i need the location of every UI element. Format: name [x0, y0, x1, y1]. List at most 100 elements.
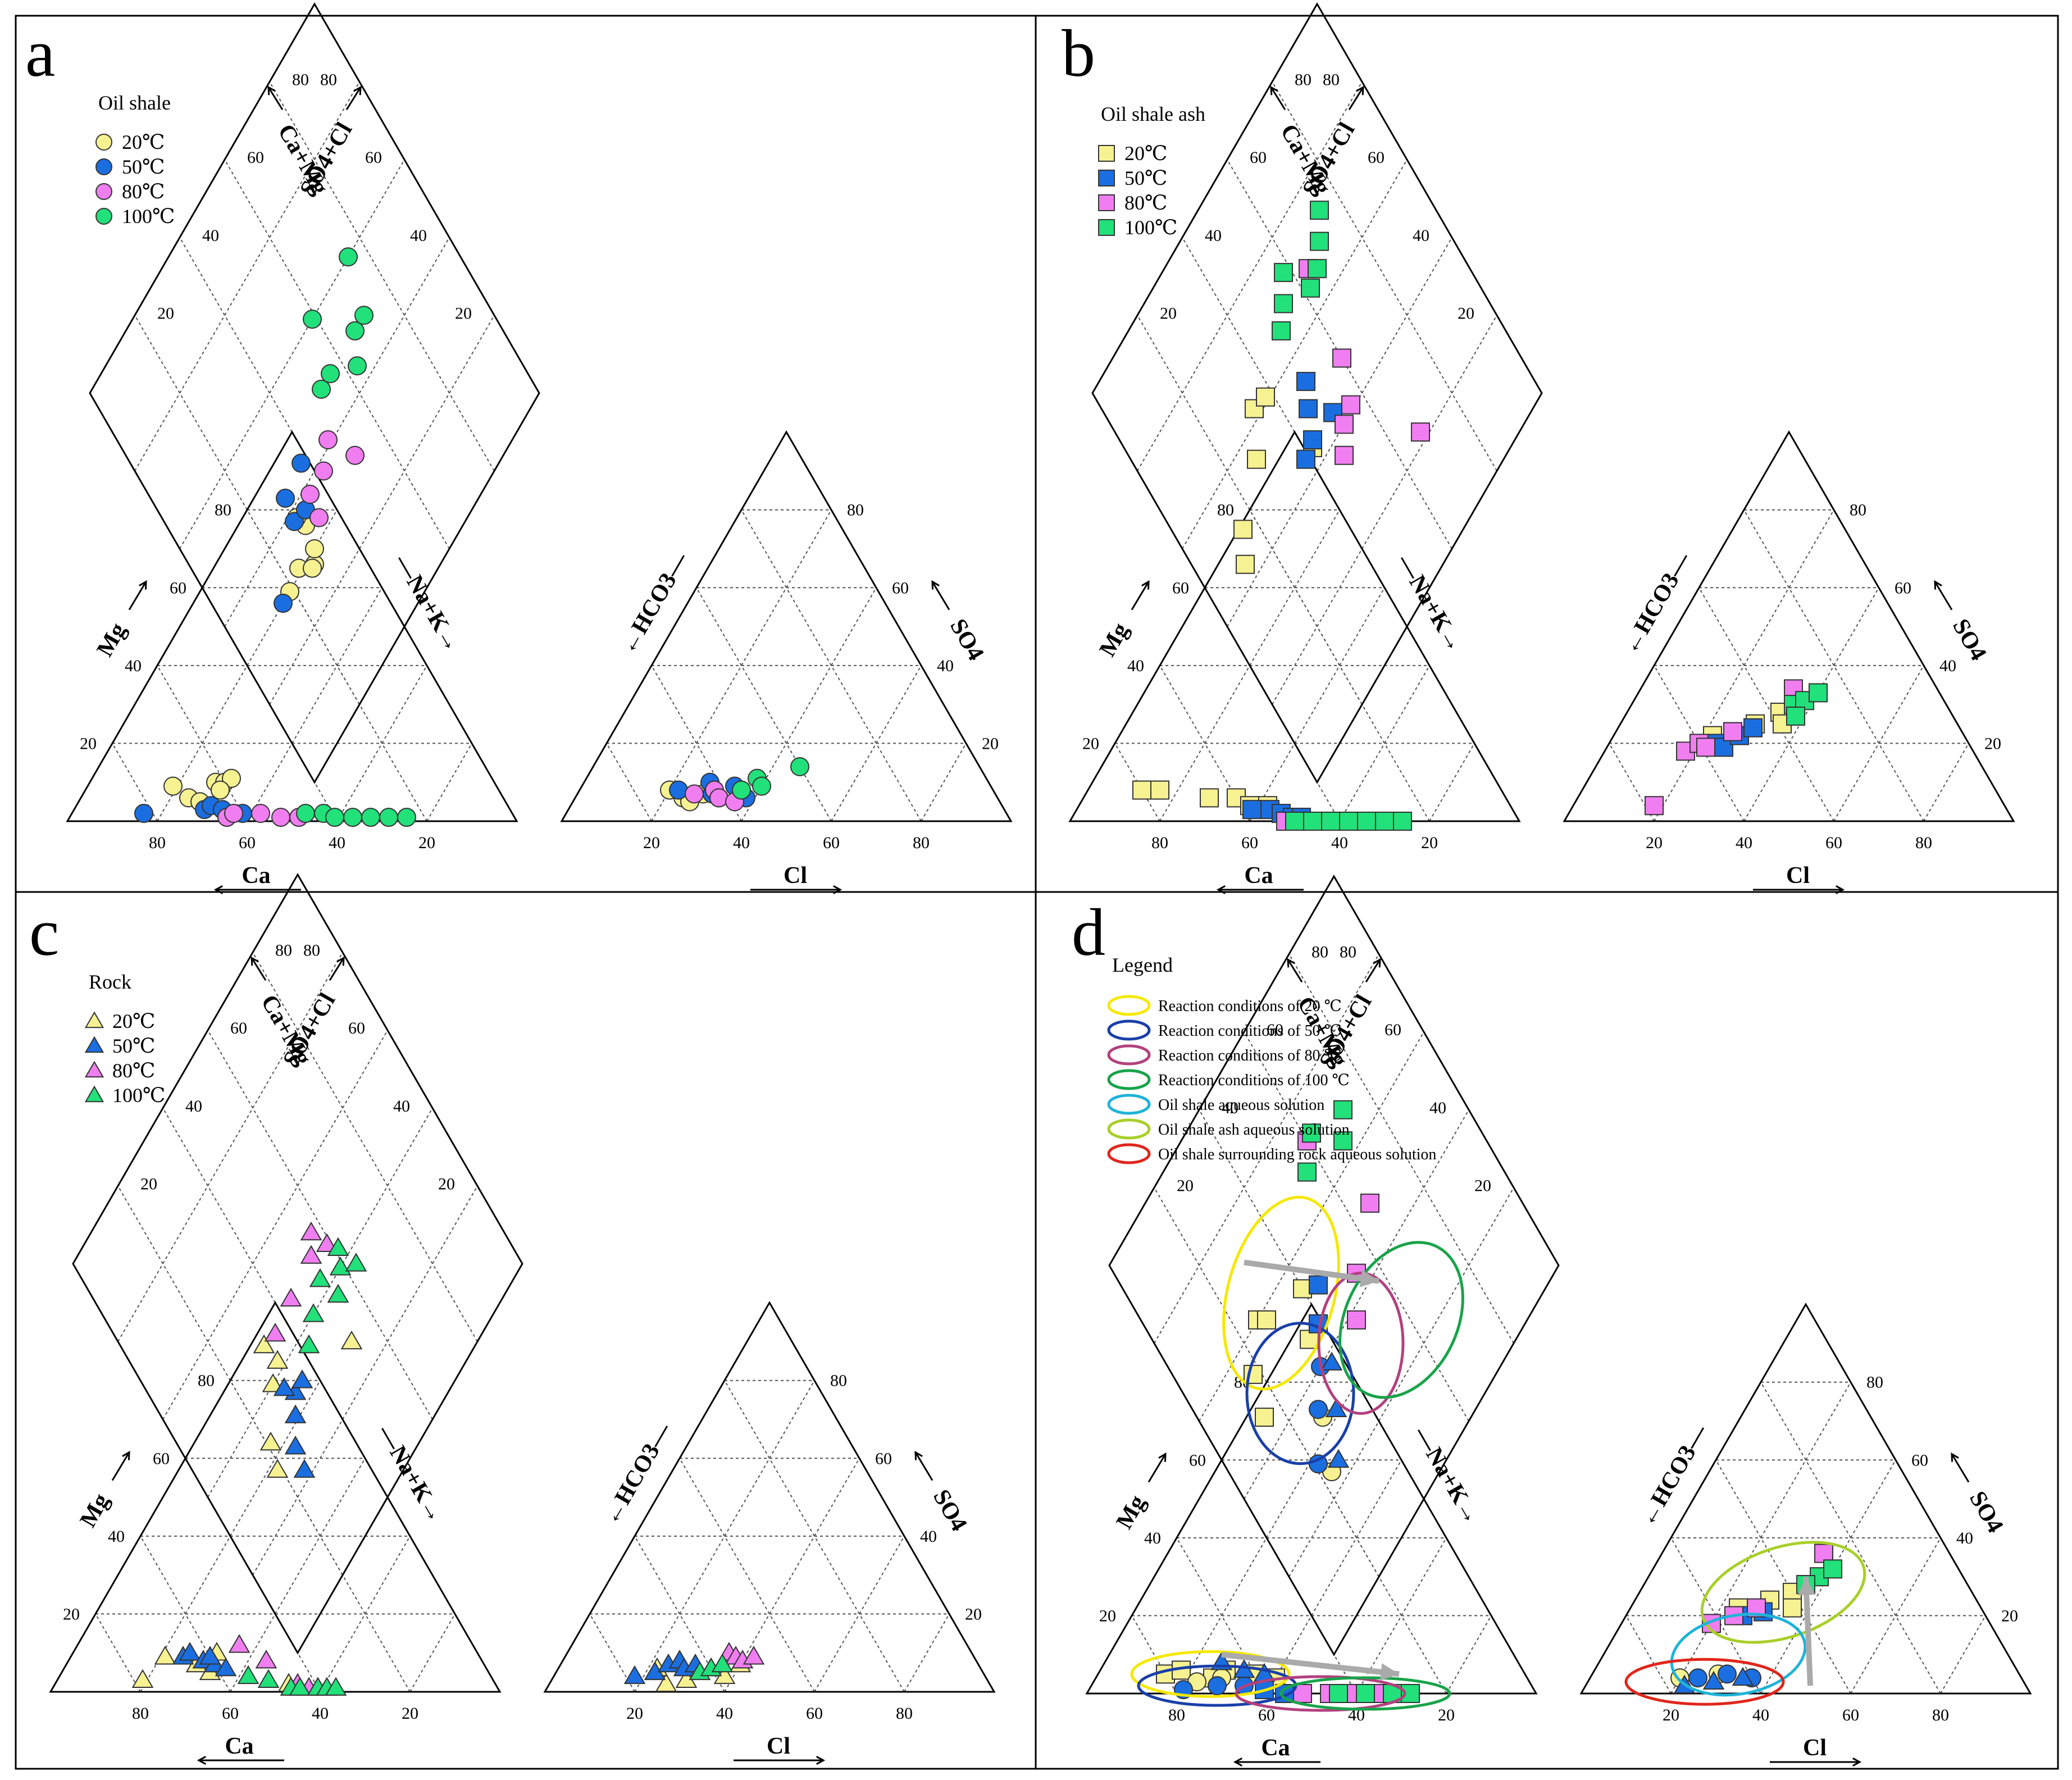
group-ellipse — [1700, 1541, 1866, 1644]
legend-marker — [84, 1011, 104, 1028]
legend-label: 20℃ — [122, 131, 165, 153]
diamond-so4cl-tick: 80 — [303, 941, 320, 960]
diamond-point — [354, 306, 374, 325]
trend-arrow-head — [1359, 1269, 1379, 1287]
cl-arrow-head — [816, 1755, 826, 1765]
diamond-point — [312, 379, 331, 399]
anion-point — [1786, 706, 1805, 726]
diamond-point — [309, 1268, 331, 1287]
grid-line — [207, 1108, 433, 1498]
grid-line — [134, 81, 360, 471]
trend-arrow-head — [1380, 1663, 1399, 1681]
diamond-camg-tick: 20 — [140, 1174, 157, 1193]
camg-arrow-head — [251, 956, 259, 966]
cation-point — [179, 1642, 201, 1661]
legend-marker — [84, 1036, 104, 1053]
diamond-point — [266, 1459, 289, 1478]
legend-ellipse — [1107, 1094, 1151, 1115]
diamond-camg-tick: 80 — [292, 71, 309, 89]
diamond-camg-tick: 80 — [1311, 943, 1328, 962]
diamond-point — [1274, 294, 1293, 313]
legend-marker — [95, 183, 112, 200]
cation-point — [1375, 812, 1394, 831]
grid-line — [1760, 1382, 1941, 1694]
legend-label: Reaction conditions of 50 ℃ — [1158, 1022, 1342, 1040]
data-points — [1132, 201, 1828, 831]
camg-arrow — [1270, 87, 1286, 111]
cation-mg-tick: 40 — [108, 1527, 125, 1546]
trend-arrow — [1244, 1259, 1379, 1284]
anion-point — [655, 1673, 677, 1692]
anion-cl-tick: 20 — [1663, 1706, 1679, 1724]
cation-mg-tick: 60 — [170, 579, 186, 597]
grid-line — [252, 952, 478, 1342]
panel-label: c — [29, 895, 59, 969]
legend-marker — [95, 158, 112, 175]
diamond-point — [284, 1404, 307, 1423]
anion-so4-tick: 20 — [982, 734, 999, 753]
grid-line — [179, 159, 405, 549]
grid-line — [230, 1458, 366, 1692]
diamond-point — [1236, 554, 1255, 574]
mg-arrow — [128, 581, 147, 611]
diamond-point — [1255, 1408, 1274, 1427]
cation-point — [251, 804, 270, 823]
grid-line — [1131, 1615, 1177, 1694]
series-1 — [172, 1369, 707, 1685]
diamond-point — [274, 594, 293, 613]
legend: Legend Reaction conditions of 20 ℃ Reactio… — [1107, 954, 1436, 1164]
diamond-point — [1360, 1194, 1379, 1213]
camg-arrow-head — [267, 85, 276, 95]
diamond-so4cl-tick: 80 — [320, 71, 337, 89]
cation-mg-tick: 20 — [63, 1605, 80, 1623]
group-ellipse — [1235, 1675, 1406, 1712]
anion-cl-tick: 60 — [823, 834, 840, 852]
anion-so4-tick: 80 — [1850, 501, 1866, 520]
legend-label: 80℃ — [112, 1059, 155, 1082]
cation-point — [1200, 788, 1219, 808]
grid-line — [1244, 1031, 1469, 1422]
diamond-point — [1310, 201, 1329, 220]
grid-line — [95, 1613, 141, 1692]
diamond-point — [1308, 259, 1327, 279]
cation-mg-tick: 40 — [1144, 1529, 1161, 1547]
grid-line — [269, 81, 495, 471]
anion-cl-tick: 20 — [1646, 834, 1663, 852]
grid-line — [1288, 1187, 1514, 1577]
cation-point — [296, 804, 315, 823]
ca-arrow-head — [1216, 885, 1226, 895]
diamond-camg-tick: 60 — [247, 148, 264, 167]
grid-line — [679, 1458, 815, 1692]
diamond-point — [1272, 321, 1291, 341]
legend-marker — [84, 1060, 104, 1078]
diamond-point — [1335, 415, 1354, 434]
grid-line — [1429, 743, 1475, 822]
so4-arrow — [1951, 1453, 1970, 1483]
so4cl-arrow-head — [1373, 958, 1381, 968]
diamond-so4cl-tick: 60 — [348, 1019, 365, 1037]
grid-line — [224, 159, 450, 549]
legend-title: Rock — [89, 971, 131, 993]
diamond-point — [303, 558, 322, 578]
grid-line — [606, 743, 652, 822]
diamond-point — [298, 1334, 320, 1354]
cation-ca-tick: 80 — [132, 1704, 149, 1723]
anion-point — [685, 784, 704, 804]
tick-labels: 20 20 20 20 20 20 40 40 40 40 40 40 60 60 60 60 60 60 80 80… — [1082, 71, 2001, 852]
diamond-point — [1299, 399, 1318, 418]
legend-label: Reaction conditions of 80 ℃ — [1158, 1047, 1342, 1064]
cation-point — [1356, 1684, 1375, 1703]
cation-ca-tick: 20 — [402, 1704, 418, 1723]
diamond-point — [1333, 1131, 1353, 1151]
diamond-point — [1233, 520, 1253, 539]
diamond-point — [264, 1323, 286, 1342]
cation-point — [215, 1657, 237, 1677]
grid-line — [724, 1380, 905, 1692]
grid-line — [1244, 1109, 1469, 1500]
group-ellipse — [1338, 1241, 1464, 1399]
cation-point — [154, 1646, 176, 1665]
anion-point — [709, 788, 728, 808]
